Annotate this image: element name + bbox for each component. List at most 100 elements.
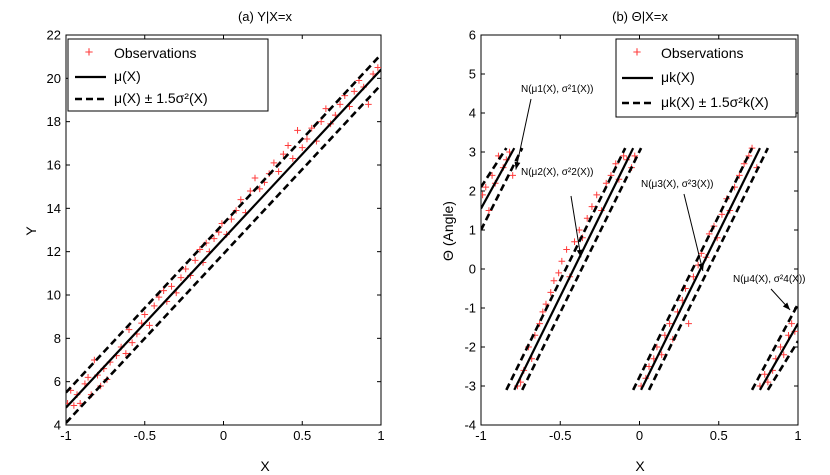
x-tick-label: 1	[794, 428, 801, 443]
x-tick-label: 0.5	[293, 428, 311, 443]
annotation-component-1: N(μ1(X), σ²1(X))	[521, 84, 594, 95]
observation-point	[350, 88, 358, 95]
annotation-component-4: N(μ4(X), σ²4(X))	[733, 274, 806, 285]
y-tick-label: 20	[47, 71, 61, 86]
y-tick-label: 16	[47, 158, 61, 173]
observation-point	[542, 300, 550, 308]
legend-plus-marker: +	[633, 44, 642, 61]
annotation-arrow	[570, 195, 582, 258]
panel-a-legend-observations: Observations	[114, 45, 196, 61]
observation-point	[308, 124, 315, 132]
panel-b-legend-observations: Observations	[661, 45, 743, 61]
y-tick-label: 1	[469, 223, 476, 238]
y-tick-label: 6	[54, 374, 61, 389]
x-tick-label: 1	[377, 428, 384, 443]
observation-point	[563, 246, 570, 253]
annotation-arrowhead	[698, 263, 705, 271]
annotation-arrowhead	[782, 302, 791, 310]
panel-a-legend: + Observations μ(X) μ(X) ± 1.5σ²(X)	[67, 38, 269, 112]
x-tick-label: 0	[636, 428, 643, 443]
y-tick-label: 14	[47, 201, 61, 216]
y-tick-label: 0	[469, 262, 476, 277]
observation-point	[612, 160, 620, 167]
observation-point	[76, 400, 84, 407]
observation-point	[588, 203, 596, 210]
observation-point	[685, 320, 692, 327]
x-tick-label: -1	[475, 428, 487, 443]
observation-point	[177, 274, 185, 281]
observation-point	[228, 215, 235, 223]
mean-line	[513, 147, 635, 391]
observation-point	[141, 311, 149, 318]
series-layer	[481, 144, 798, 391]
observation-point	[336, 101, 344, 108]
confidence-band-line	[66, 83, 381, 424]
y-tick-label: 18	[47, 114, 61, 129]
x-tick-label: -1	[60, 428, 72, 443]
legend-plus-marker: +	[85, 44, 94, 61]
y-tick-label: 22	[47, 28, 61, 43]
confidence-band-line	[631, 147, 754, 391]
observation-point	[155, 293, 163, 301]
x-tick-label: 0	[220, 428, 227, 443]
panel-b-annotations: N(μ1(X), σ²1(X)) N(μ2(X), σ²2(X)) N(μ3(X…	[514, 84, 806, 311]
observation-point	[788, 320, 795, 327]
observation-point	[84, 374, 92, 381]
panel-a-legend-band: μ(X) ± 1.5σ²(X)	[114, 90, 208, 106]
observation-point	[298, 144, 306, 151]
confidence-band-line	[521, 147, 643, 391]
observation-point	[620, 152, 627, 160]
annotation-arrowhead	[514, 161, 521, 170]
panel-b-y-label: Θ (Angle)	[440, 201, 456, 261]
observation-point	[275, 168, 282, 175]
x-tick-label: -0.5	[549, 428, 571, 443]
observation-point	[196, 246, 204, 253]
series-layer	[66, 53, 381, 424]
mean-line	[481, 147, 516, 210]
y-tick-label: 4	[54, 418, 61, 433]
panel-b: (b) Θ|X=x -1 -0.5 0 0.5 1 -4 -3 -2 -1 0 1 2 3 4 5 6 X Θ…	[440, 9, 806, 474]
observation-point	[128, 339, 136, 346]
panel-b-x-label: X	[635, 458, 645, 474]
y-tick-label: 5	[469, 67, 476, 82]
observation-point	[280, 150, 287, 158]
observation-point	[294, 127, 301, 134]
y-tick-label: -4	[464, 418, 476, 433]
confidence-band-line	[481, 147, 508, 188]
observation-point	[602, 179, 610, 187]
observation-point	[555, 269, 562, 277]
observation-point	[575, 226, 583, 234]
observation-point	[550, 277, 558, 284]
observation-point	[593, 191, 601, 199]
y-tick-label: -3	[464, 379, 476, 394]
observation-point	[777, 343, 784, 351]
x-tick-label: 0.5	[710, 428, 728, 443]
annotation-arrow	[515, 98, 532, 170]
confidence-band-line	[647, 147, 770, 391]
confidence-band-line	[750, 303, 798, 391]
panel-b-plot-area: -1 -0.5 0 0.5 1 -4 -3 -2 -1 0 1 2 3 4 5 6	[464, 28, 801, 444]
observation-point	[365, 101, 372, 108]
observation-point	[745, 152, 753, 160]
observation-point	[284, 142, 292, 149]
confidence-band-line	[766, 340, 798, 391]
observation-point	[547, 289, 555, 296]
mean-line	[640, 147, 761, 391]
observation-point	[70, 402, 78, 409]
annotation-component-2: N(μ2(X), σ²2(X))	[521, 167, 594, 178]
observation-point	[482, 183, 490, 191]
confidence-band-line	[505, 147, 627, 391]
y-tick-label: 8	[54, 331, 61, 346]
annotation-component-3: N(μ3(X), σ²3(X))	[641, 179, 714, 190]
observation-point	[168, 283, 175, 290]
y-tick-label: -1	[464, 301, 476, 316]
observation-point	[289, 155, 297, 162]
panel-a-x-label: X	[260, 458, 270, 474]
observation-point	[270, 159, 278, 167]
mean-line	[66, 68, 381, 409]
observation-point	[536, 320, 543, 327]
observation-point	[125, 326, 133, 333]
annotation-arrowhead	[576, 249, 583, 258]
